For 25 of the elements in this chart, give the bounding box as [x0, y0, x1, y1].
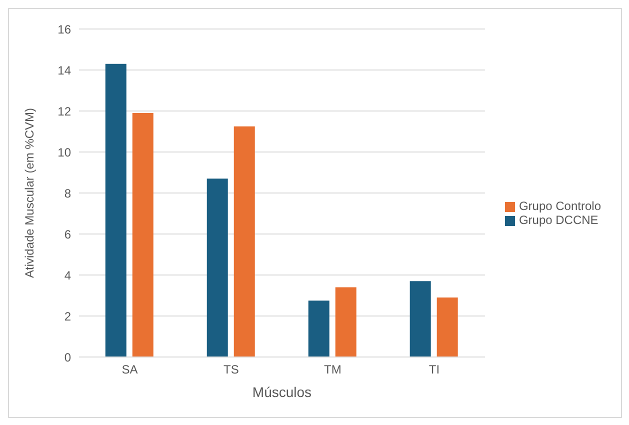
y-tick-label: 14	[58, 63, 72, 78]
bar	[105, 64, 126, 357]
bar	[308, 300, 330, 357]
x-tick-label: TS	[224, 362, 239, 377]
y-tick-label: 2	[64, 309, 72, 324]
y-tick-label: 6	[64, 227, 72, 242]
bar	[335, 287, 356, 357]
y-tick-label: 8	[64, 186, 72, 200]
y-tick-label: 0	[64, 350, 72, 364]
y-tick-label: 16	[58, 22, 72, 36]
y-tick-label: 4	[64, 268, 72, 282]
x-tick-label: SA	[122, 362, 138, 377]
bar	[234, 126, 255, 357]
legend-label: Grupo DCCNE	[518, 213, 598, 227]
y-tick-label: 10	[58, 145, 72, 160]
x-tick-label: TI	[428, 362, 440, 377]
bar	[206, 178, 228, 357]
y-tick-label: 12	[58, 104, 72, 118]
bar	[436, 298, 458, 357]
x-axis-title: Músculos	[252, 384, 312, 400]
bar	[410, 281, 431, 357]
legend-label: Grupo Controlo	[518, 199, 601, 213]
y-axis-title: Atividade Muscular (em %CVM)	[22, 108, 36, 278]
x-tick-label: TM	[324, 362, 342, 377]
bar	[132, 113, 154, 357]
